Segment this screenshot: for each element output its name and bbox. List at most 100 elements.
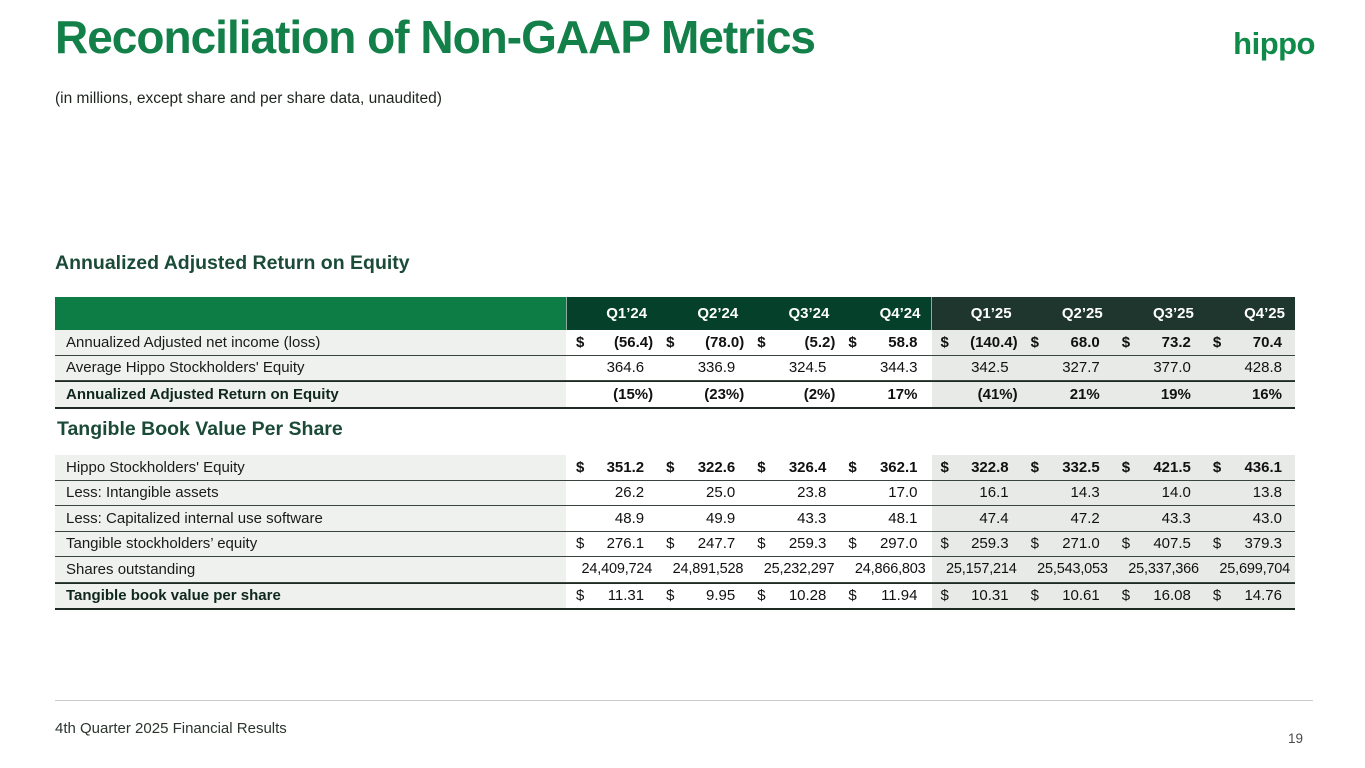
table-row: Annualized Adjusted net income (loss) $ (5… (55, 330, 1295, 356)
cell-value: 25,337,366 (1112, 557, 1204, 582)
dollar-sign: $ (1212, 458, 1222, 476)
cell-value: 17% (839, 382, 931, 407)
cell-value: 24,891,528 (657, 557, 749, 582)
column-header: Q3’25 (1112, 297, 1204, 330)
dollar-sign: $ (666, 458, 675, 476)
cell-value: 43.3 (1112, 506, 1204, 531)
section-title-tbvps: Tangible Book Value Per Share (57, 418, 343, 440)
cell-value: 324.5 (748, 355, 840, 380)
cell-value: 16% (1203, 382, 1295, 407)
dollar-sign: $ (576, 333, 585, 351)
cell-value: $58.8 (839, 330, 931, 355)
cell-number: 10.28 (788, 587, 827, 605)
cell-value: $ (56.4) (566, 330, 658, 355)
column-header: Q1’25 (930, 297, 1022, 330)
row-label: Annualized Adjusted net income (loss) (55, 330, 566, 355)
cell-value: $276.1 (566, 531, 658, 556)
dollar-sign: $ (848, 535, 857, 553)
dollar-sign: $ (940, 587, 949, 605)
dollar-sign: $ (666, 333, 675, 351)
column-header: Q2’24 (657, 297, 749, 330)
dollar-sign: $ (1030, 333, 1039, 351)
cell-value: $68.0 (1021, 330, 1113, 355)
cell-value: 428.8 (1203, 355, 1295, 380)
cell-value: 377.0 (1112, 355, 1204, 380)
cell-value: 24,409,724 (566, 557, 658, 582)
cell-value: 25,232,297 (748, 557, 840, 582)
row-label: Less: Capitalized internal use software (55, 506, 566, 531)
dollar-sign: $ (757, 535, 766, 553)
cell-value: 47.4 (930, 506, 1022, 531)
dollar-sign: $ (848, 587, 857, 605)
cell-value: 14.0 (1112, 480, 1204, 505)
subtitle: (in millions, except share and per share… (55, 90, 442, 107)
cell-number: 259.3 (971, 535, 1009, 553)
cell-value: $407.5 (1112, 531, 1204, 556)
cell-value: $322.8 (930, 455, 1022, 480)
cell-number: 58.8 (888, 333, 918, 351)
cell-value: $379.3 (1203, 531, 1295, 556)
cell-value: $332.5 (1021, 455, 1113, 480)
dollar-sign: $ (576, 535, 585, 553)
cell-value: $322.6 (657, 455, 749, 480)
cell-value: $10.61 (1021, 583, 1113, 608)
hippo-logo: hippo (1233, 26, 1315, 61)
cell-value: $421.5 (1112, 455, 1204, 480)
column-header: Q1’24 (566, 297, 658, 330)
dollar-sign: $ (1121, 535, 1131, 553)
cell-value: $11.31 (566, 583, 658, 608)
cell-number: 9.95 (706, 587, 736, 605)
cell-number: 332.5 (1062, 458, 1100, 476)
cell-value: 24,866,803 (839, 557, 931, 582)
cell-value: (41%) (930, 382, 1022, 407)
cell-number: 259.3 (788, 535, 827, 553)
cell-value: $70.4 (1203, 330, 1295, 355)
table-row: Annualized Adjusted Return on Equity (15%… (55, 381, 1295, 409)
header-label-cell (55, 297, 566, 330)
cell-number: 322.8 (971, 458, 1009, 476)
table-header-row: Q1’24 Q2’24 Q3’24 Q4’24 Q1’25 Q2’25 Q3’25 Q4’25 (55, 297, 1295, 330)
cell-value: 26.2 (566, 480, 658, 505)
dollar-sign: $ (1121, 587, 1131, 605)
cell-value: $10.28 (748, 583, 840, 608)
table-row: Shares outstanding 24,409,724 24,891,528 25… (55, 557, 1295, 583)
cell-number: 421.5 (1153, 458, 1191, 476)
cell-number: (56.4) (613, 333, 654, 351)
cell-value: 25,543,053 (1021, 557, 1113, 582)
table-row: Hippo Stockholders' Equity $351.2 $322.6 $3… (55, 455, 1295, 481)
dollar-sign: $ (1030, 535, 1039, 553)
dollar-sign: $ (848, 458, 857, 476)
cell-value: 43.3 (748, 506, 840, 531)
dollar-sign: $ (1212, 333, 1222, 351)
dollar-sign: $ (1030, 587, 1039, 605)
cell-value: 25.0 (657, 480, 749, 505)
dollar-sign: $ (666, 535, 675, 553)
table-row: Average Hippo Stockholders' Equity 364.6 3… (55, 355, 1295, 381)
cell-value: $73.2 (1112, 330, 1204, 355)
cell-value: 344.3 (839, 355, 931, 380)
cell-number: 326.4 (788, 458, 827, 476)
dollar-sign: $ (1121, 333, 1131, 351)
cell-value: 17.0 (839, 480, 931, 505)
cell-number: 68.0 (1070, 333, 1100, 351)
cell-value: $247.7 (657, 531, 749, 556)
cell-value: 25,699,704 (1203, 557, 1295, 582)
cell-value: $10.31 (930, 583, 1022, 608)
cell-value: $11.94 (839, 583, 931, 608)
cell-value: $9.95 (657, 583, 749, 608)
cell-number: 271.0 (1062, 535, 1100, 553)
dollar-sign: $ (757, 458, 766, 476)
cell-value: $326.4 (748, 455, 840, 480)
cell-value: $259.3 (930, 531, 1022, 556)
cell-value: 364.6 (566, 355, 658, 380)
dollar-sign: $ (576, 587, 585, 605)
table-row: Less: Intangible assets 26.2 25.0 23.8 17.0 1… (55, 480, 1295, 506)
dollar-sign: $ (940, 458, 949, 476)
page-title: Reconciliation of Non-GAAP Metrics (55, 11, 816, 63)
row-label: Tangible book value per share (55, 583, 566, 608)
cell-value: $362.1 (839, 455, 931, 480)
cell-value: 48.9 (566, 506, 658, 531)
cell-value: 43.0 (1203, 506, 1295, 531)
cell-value: 19% (1112, 382, 1204, 407)
